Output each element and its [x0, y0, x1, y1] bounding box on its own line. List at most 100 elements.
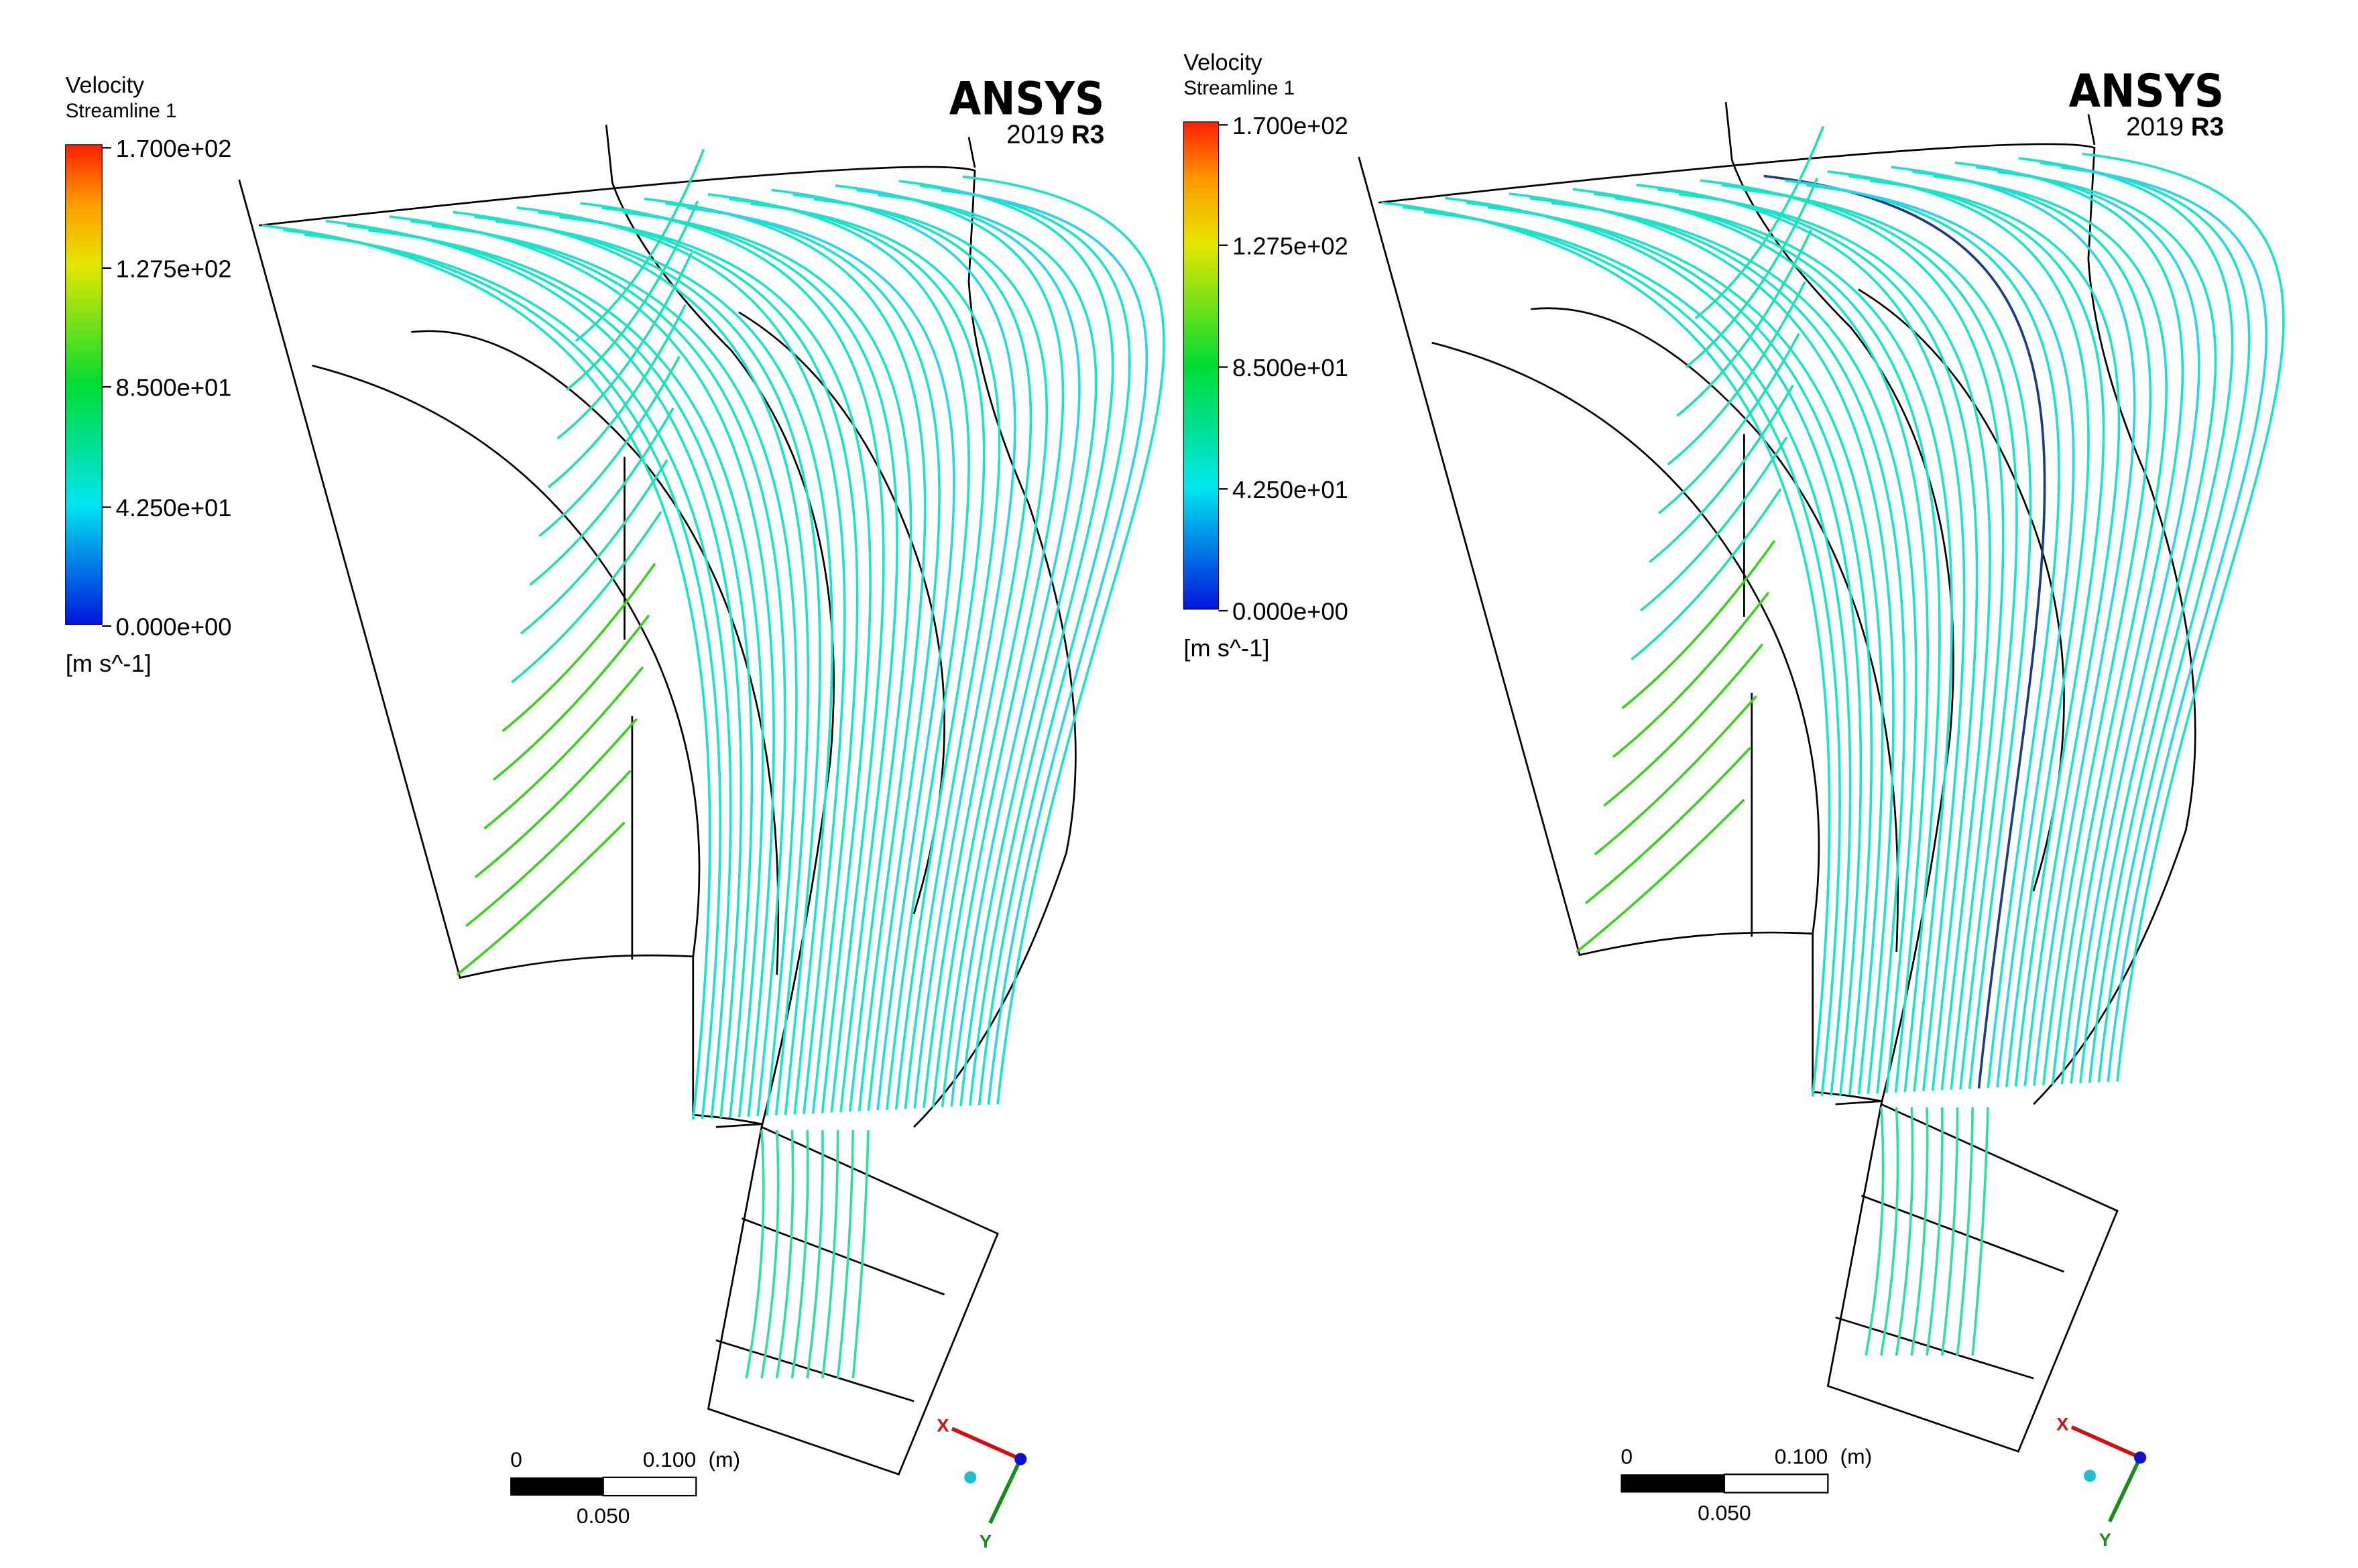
streamline: [750, 202, 1001, 1109]
streamline: [1895, 1107, 1914, 1356]
streamline: [580, 202, 885, 1113]
streamline: [1976, 166, 2200, 1084]
streamline: [511, 511, 662, 684]
outline: [1826, 1103, 2119, 1453]
outline: [1835, 1316, 2034, 1380]
streamline: [453, 210, 810, 1115]
streamline: [1956, 1107, 1974, 1356]
streamline: [431, 225, 798, 1116]
streamline: [1594, 695, 1757, 855]
streamline: [601, 206, 898, 1113]
streamline: [1678, 192, 1991, 1091]
logo-year: 2019: [1006, 121, 1064, 149]
x-axis-arrow: [951, 1427, 1022, 1461]
tick-label: 8.500e+01: [1232, 354, 1348, 381]
scale-unit: (m): [708, 1447, 740, 1471]
streamline: [529, 407, 674, 586]
streamline: [1621, 540, 1776, 709]
streamline: [538, 355, 681, 538]
streamline: [1594, 192, 1941, 1093]
tick-label: 1.700e+02: [116, 135, 232, 162]
streamline: [1676, 229, 1813, 417]
streamline: [836, 1130, 855, 1379]
streamline: [1530, 197, 1906, 1094]
streamline: [745, 1130, 765, 1379]
streamline: [1926, 1107, 1944, 1356]
streamline: [1509, 192, 1895, 1094]
streamlines: [1381, 125, 2285, 1356]
streamline: [771, 188, 1016, 1109]
streamline: [1423, 210, 1852, 1096]
streamline: [1551, 201, 1918, 1093]
tick-label: 4.250e+01: [1232, 476, 1348, 503]
streamline: [1910, 1107, 1929, 1356]
y-axis-arrow: [2108, 1457, 2142, 1522]
x-axis-label: X: [2056, 1413, 2068, 1434]
streamline: [851, 1130, 870, 1379]
streamline: [1785, 179, 2060, 1088]
streamline: [465, 770, 632, 927]
y-axis-arrow: [988, 1458, 1022, 1524]
scale-bar-black: [1620, 1474, 1724, 1493]
tick-label: 1.275e+02: [116, 255, 232, 283]
streamline: [1940, 1107, 1959, 1356]
streamline: [1912, 170, 2152, 1085]
streamline: [2082, 152, 2285, 1082]
streamline: [2018, 157, 2234, 1083]
outline: [707, 1126, 999, 1475]
streamline: [806, 1130, 824, 1379]
z-axis: [2134, 1451, 2147, 1464]
streamline: [792, 193, 1033, 1108]
streamline: [1445, 196, 1863, 1095]
streamline: [1933, 175, 2168, 1085]
scale-end: 0.100: [1775, 1444, 1828, 1468]
outline: [312, 364, 701, 957]
streamline: [1403, 206, 1841, 1097]
streamline: [1667, 281, 1806, 466]
streamline: [1658, 333, 1800, 515]
streamline: [347, 224, 754, 1118]
outline: [715, 1339, 915, 1402]
streamline: [1997, 170, 2217, 1084]
streamline: [1466, 201, 1873, 1095]
streamline: [1827, 170, 2090, 1087]
logo-release: R3: [2191, 113, 2224, 141]
streamline: [644, 197, 927, 1111]
streamline: [1869, 179, 2121, 1087]
streamline: [1865, 1107, 1885, 1356]
streamline: [1742, 188, 2032, 1089]
streamline: [1636, 183, 1966, 1091]
outline: [1378, 143, 2196, 1105]
outline: [1724, 102, 1954, 1105]
geometry: [238, 125, 1077, 1475]
outline: [967, 137, 976, 168]
streamline: [474, 215, 821, 1115]
outline: [2087, 114, 2096, 145]
streamline: [1584, 747, 1751, 904]
x-axis-label: X: [937, 1415, 949, 1436]
streamline: [1721, 184, 2018, 1089]
streamline: [856, 188, 1081, 1107]
streamline: [2040, 162, 2251, 1083]
streamline: [556, 252, 693, 440]
streamline: [790, 1130, 809, 1379]
streamline: [1657, 188, 1979, 1091]
streamline: [547, 304, 687, 489]
legend-subtitle: Streamline 1: [1183, 77, 1295, 99]
streamline: [622, 211, 912, 1112]
streamline: [1848, 174, 2105, 1087]
streamline: [1880, 1107, 1899, 1356]
streamline: [707, 193, 970, 1110]
streamline: [1649, 384, 1794, 563]
outline: [1358, 156, 1882, 1105]
outline: [1861, 1195, 2064, 1273]
scale-end: 0.100: [643, 1447, 697, 1471]
streamline: [760, 1130, 780, 1379]
streamline: [520, 459, 668, 635]
streamline: [877, 193, 1098, 1107]
streamline: [575, 148, 705, 343]
streamlines: [261, 148, 1165, 1379]
logo-brand: ANSYS: [2069, 65, 2224, 118]
